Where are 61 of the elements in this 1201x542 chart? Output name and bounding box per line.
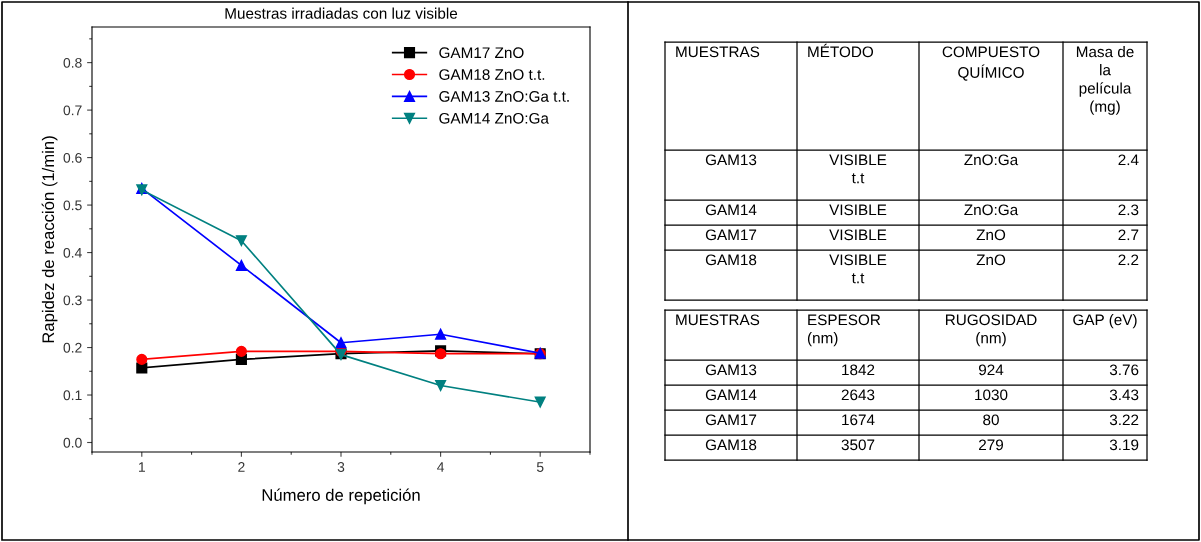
- chart-title: Muestras irradiadas con luz visible: [225, 7, 458, 19]
- text: COMPUESTO QUÍMICO: [942, 46, 1040, 81]
- legend-label: GAM14 ZnO:Ga: [439, 112, 549, 124]
- text: ZnO: [976, 229, 1006, 241]
- text: 3507: [841, 439, 875, 451]
- text: GAP (eV): [1073, 314, 1137, 329]
- x-tick-label: 5: [536, 462, 544, 472]
- text: RUGOSIDAD (nm): [945, 314, 1037, 347]
- text: ESPESOR (nm): [807, 314, 881, 347]
- y-tick-label: 0.6: [63, 152, 82, 163]
- text: 3.43: [1109, 389, 1139, 401]
- y-tick-label: 0.7: [63, 105, 82, 116]
- text: GAM18: [705, 254, 757, 266]
- text: 2.2: [1118, 254, 1139, 266]
- text: GAM13: [705, 364, 757, 376]
- text: ZnO:Ga: [964, 154, 1019, 166]
- x-tick-label: 2: [238, 462, 245, 472]
- legend-label: GAM17 ZnO: [439, 47, 524, 59]
- y-tick-label: 0.4: [63, 247, 82, 258]
- text: VISIBLE t.t: [829, 154, 887, 184]
- text: 1842: [842, 364, 875, 376]
- text: ZnO:Ga: [964, 204, 1019, 216]
- text: 2643: [841, 389, 875, 401]
- text: 80: [983, 414, 999, 426]
- y-tick-label: 0.1: [63, 390, 82, 401]
- x-tick-label: 3: [337, 462, 345, 472]
- text: GAM17: [705, 229, 757, 241]
- text: 1030: [975, 389, 1008, 401]
- y-tick-label: 0.0: [63, 437, 82, 448]
- x-axis-title: Número de repetición: [262, 488, 420, 505]
- x-tick-label: 1: [139, 462, 145, 472]
- text: VISIBLE: [829, 204, 887, 216]
- text: 3.76: [1109, 364, 1139, 376]
- text: MUESTRAS: [676, 314, 760, 326]
- text: 924: [978, 364, 1004, 376]
- text: 2.3: [1118, 204, 1139, 216]
- text: 2.7: [1118, 229, 1139, 241]
- text: 1674: [842, 414, 875, 426]
- legend-label: GAM18 ZnO t.t.: [439, 69, 545, 80]
- text: GAM13: [705, 154, 757, 166]
- x-tick-label: 4: [437, 462, 445, 472]
- y-axis-title: Rapidez de reacción (1/min): [41, 136, 58, 343]
- text: MÉTODO: [808, 43, 874, 58]
- text: MUESTRAS: [676, 46, 760, 58]
- y-tick-label: 0.2: [63, 342, 82, 353]
- text: GAM14: [705, 389, 757, 401]
- text: GAM18: [705, 439, 757, 451]
- text: GAM17: [705, 414, 757, 426]
- text: Masa de la película (mg): [1076, 46, 1134, 115]
- text: 3.22: [1109, 414, 1139, 426]
- y-tick-label: 0.5: [63, 200, 82, 211]
- text: 3.19: [1109, 439, 1139, 451]
- text: 2.4: [1118, 154, 1139, 166]
- legend-label: GAM13 ZnO:Ga t.t.: [439, 91, 569, 102]
- text: VISIBLE: [829, 229, 887, 241]
- text: ZnO: [976, 254, 1006, 266]
- y-tick-label: 0.8: [63, 57, 82, 68]
- text: VISIBLE t.t: [829, 254, 887, 284]
- y-tick-label: 0.3: [63, 295, 82, 306]
- text: 279: [979, 439, 1004, 451]
- text: GAM14: [705, 204, 757, 216]
